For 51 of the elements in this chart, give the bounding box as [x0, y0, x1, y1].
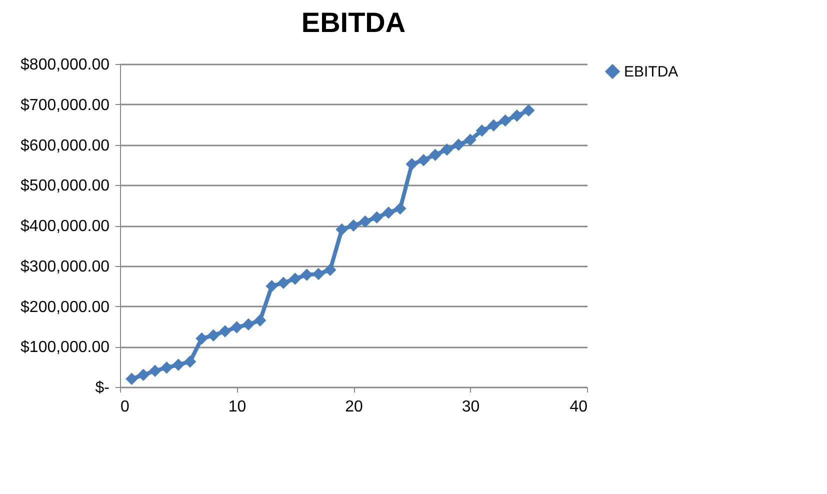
point [148, 364, 162, 377]
y-tick-label: $100,000.00 [20, 339, 110, 356]
point [324, 264, 336, 276]
x-tick-label: 0 [120, 398, 130, 416]
point [312, 268, 325, 280]
point [196, 332, 208, 345]
point [382, 206, 395, 219]
y-tick-label: $- [95, 380, 110, 396]
y-tick-label: $800,000.00 [20, 56, 110, 74]
point [522, 104, 535, 117]
point [370, 211, 383, 224]
y-tick-label: $400,000.00 [20, 218, 110, 235]
x-tick-label: 20 [345, 398, 363, 416]
point [230, 321, 243, 334]
point [417, 154, 430, 166]
point [277, 276, 290, 289]
point [184, 355, 196, 368]
point [406, 158, 418, 170]
point [300, 268, 313, 281]
point [242, 318, 255, 331]
point [487, 119, 500, 132]
point [359, 215, 372, 228]
y-tick-label: $700,000.00 [20, 96, 110, 114]
point [452, 138, 465, 151]
point [394, 202, 406, 215]
point [207, 329, 220, 342]
chart-title: EBITDA [301, 7, 406, 38]
x-tick-label: 10 [228, 398, 246, 416]
x-tick-label: 30 [462, 398, 480, 416]
point [266, 280, 278, 292]
y-tick-label: $200,000.00 [20, 298, 110, 316]
point [254, 314, 266, 327]
point [429, 148, 442, 161]
point [336, 223, 348, 236]
y-tick-label: $500,000.00 [20, 178, 110, 195]
point [160, 361, 173, 374]
point [289, 272, 302, 285]
point [464, 134, 476, 146]
point [126, 372, 138, 386]
point [510, 110, 524, 122]
point [499, 114, 512, 127]
point [172, 358, 184, 371]
point [137, 368, 150, 382]
point [347, 219, 360, 232]
point [218, 325, 232, 338]
y-tick-label: $600,000.00 [20, 137, 110, 154]
legend-label: EBITDA [624, 64, 678, 80]
point [440, 143, 454, 156]
point [476, 124, 488, 137]
y-tick-label: $300,000.00 [20, 258, 110, 276]
x-tick-label: 40 [570, 398, 588, 416]
